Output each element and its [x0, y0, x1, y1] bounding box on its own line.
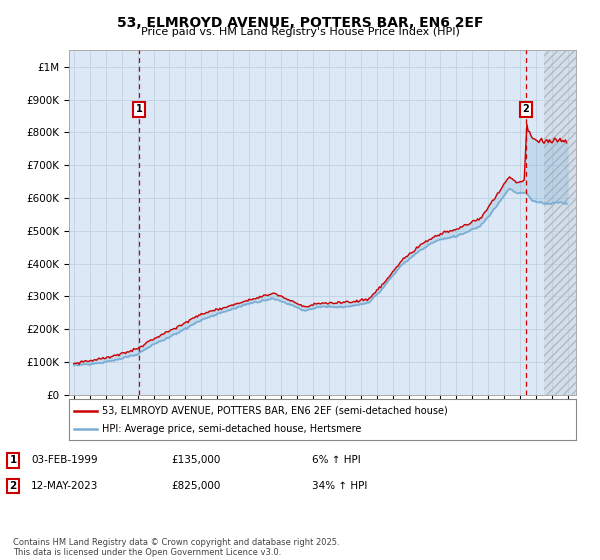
Text: 53, ELMROYD AVENUE, POTTERS BAR, EN6 2EF (semi-detached house): 53, ELMROYD AVENUE, POTTERS BAR, EN6 2EF…	[102, 405, 448, 416]
Text: £825,000: £825,000	[171, 481, 220, 491]
Text: Price paid vs. HM Land Registry's House Price Index (HPI): Price paid vs. HM Land Registry's House …	[140, 27, 460, 37]
Text: 6% ↑ HPI: 6% ↑ HPI	[312, 455, 361, 465]
Text: 2: 2	[10, 481, 17, 491]
Text: 2: 2	[523, 105, 529, 114]
Text: £135,000: £135,000	[171, 455, 220, 465]
Text: 1: 1	[136, 105, 142, 114]
Text: Contains HM Land Registry data © Crown copyright and database right 2025.
This d: Contains HM Land Registry data © Crown c…	[13, 538, 340, 557]
Text: 12-MAY-2023: 12-MAY-2023	[31, 481, 98, 491]
Bar	[544, 50, 576, 395]
Text: 34% ↑ HPI: 34% ↑ HPI	[312, 481, 367, 491]
Bar	[544, 50, 576, 395]
Text: 53, ELMROYD AVENUE, POTTERS BAR, EN6 2EF: 53, ELMROYD AVENUE, POTTERS BAR, EN6 2EF	[117, 16, 483, 30]
Text: HPI: Average price, semi-detached house, Hertsmere: HPI: Average price, semi-detached house,…	[102, 424, 361, 433]
Text: 03-FEB-1999: 03-FEB-1999	[31, 455, 98, 465]
Text: 1: 1	[10, 455, 17, 465]
